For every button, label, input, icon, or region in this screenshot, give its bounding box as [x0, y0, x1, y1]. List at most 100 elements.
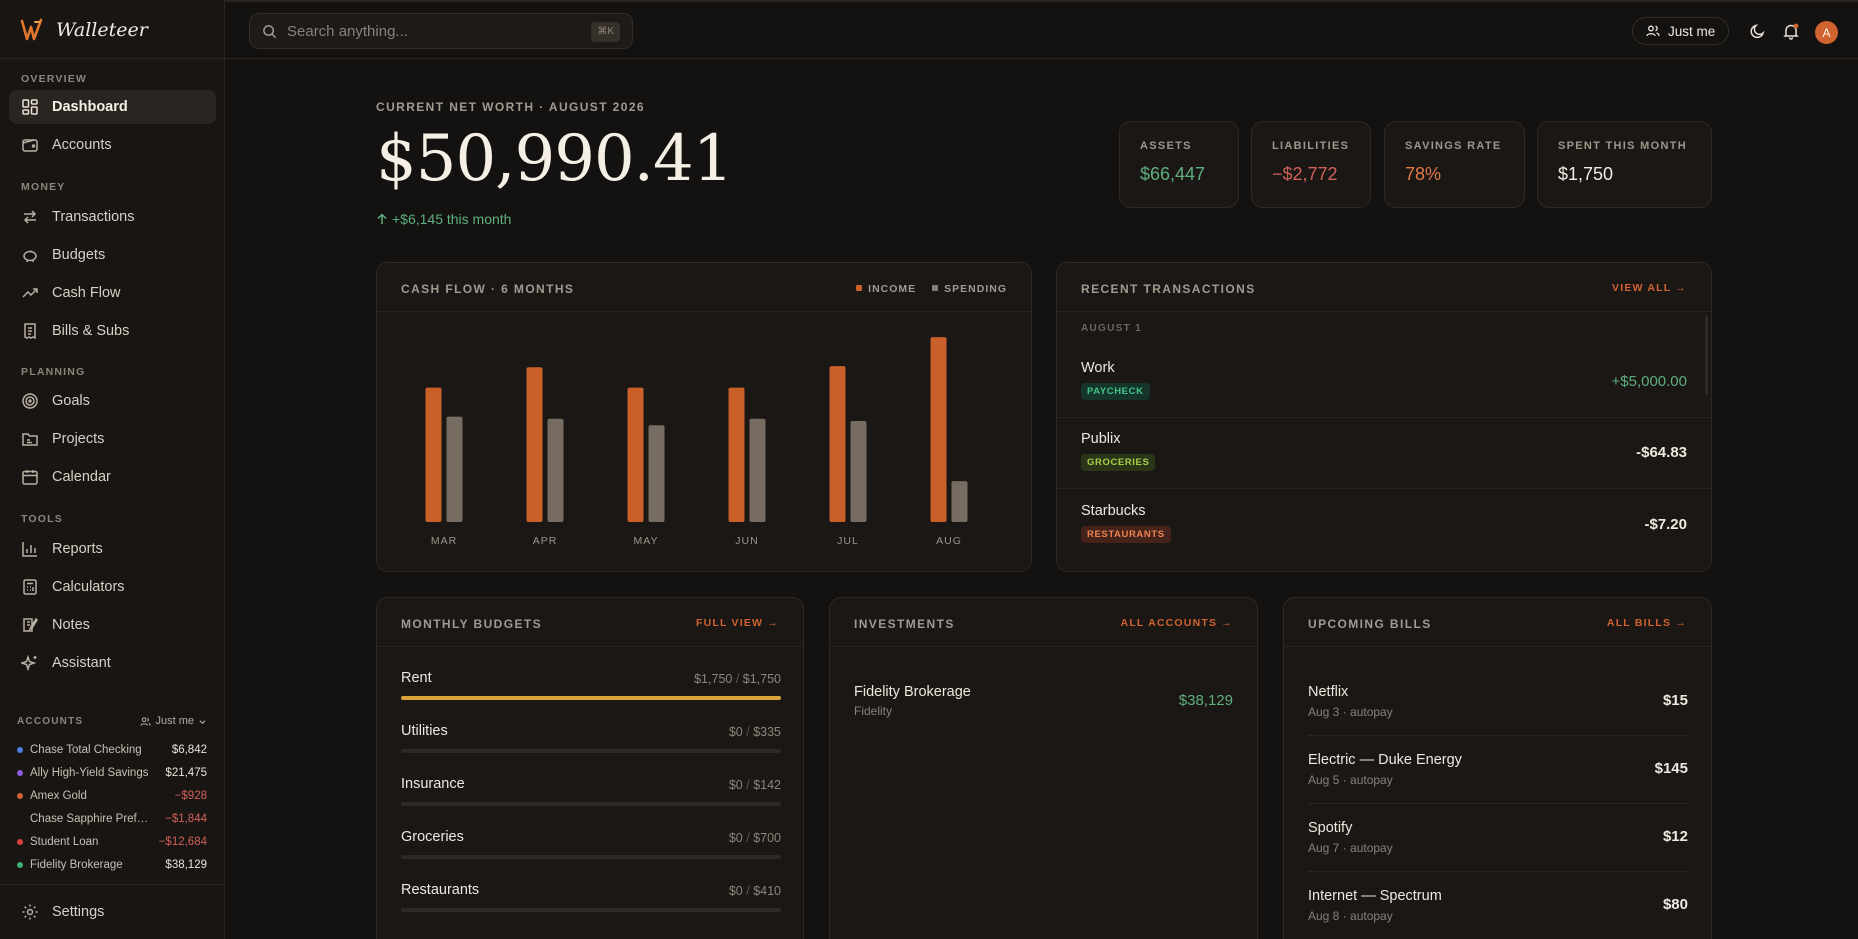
- all-bills-link[interactable]: ALL BILLS →: [1606, 617, 1687, 629]
- bar-spending-mar[interactable]: [446, 416, 463, 522]
- sidebar-item-goals[interactable]: Goals: [9, 384, 216, 418]
- card-title: UPCOMING BILLS: [1308, 617, 1432, 631]
- scope-selector[interactable]: Just me: [1632, 17, 1730, 45]
- budget-amounts: $0 / $142: [729, 778, 781, 792]
- users-icon: [140, 716, 152, 726]
- search-icon: [263, 24, 277, 38]
- sidebar-item-budgets[interactable]: Budgets: [9, 238, 216, 272]
- sidebar-item-projects[interactable]: Projects: [9, 422, 216, 456]
- net-worth-value: $50,990.41: [376, 122, 733, 196]
- bar-income-mar[interactable]: [425, 387, 442, 522]
- sidebar-item-label: Cash Flow: [52, 285, 121, 301]
- monthly-budgets-card: MONTHLY BUDGETS FULL VIEW → Rent $1,750 /…: [376, 597, 804, 939]
- bill-row[interactable]: Netflix Aug 3 · autopay $15: [1308, 668, 1688, 736]
- category-badge[interactable]: PAYCHECK: [1081, 383, 1150, 400]
- budget-progress-bar: [401, 855, 781, 859]
- bar-income-aug[interactable]: [930, 337, 947, 522]
- account-row[interactable]: Ally High-Yield Savings $21,475: [17, 764, 207, 782]
- bill-due-date: Aug 8 · autopay: [1308, 909, 1393, 923]
- budget-limit: $410: [753, 884, 781, 898]
- budget-progress-bar: [401, 908, 781, 912]
- account-row[interactable]: Chase Sapphire Prefe... −$1,844: [17, 810, 207, 828]
- bar-chart-icon: [22, 542, 37, 557]
- transaction-row[interactable]: Starbucks RESTAURANTS -$7.20: [1057, 490, 1711, 561]
- sidebar-item-notes[interactable]: Notes: [9, 608, 216, 642]
- bell-icon[interactable]: [1782, 22, 1800, 40]
- budget-progress-bar: [401, 749, 781, 753]
- bill-row[interactable]: Electric — Duke Energy Aug 5 · autopay $14…: [1308, 736, 1688, 804]
- sidebar-item-reports[interactable]: Reports: [9, 532, 216, 566]
- budget-progress-bar: [401, 802, 781, 806]
- investments-card: INVESTMENTS ALL ACCOUNTS → Fidelity Brok…: [829, 597, 1258, 939]
- bill-row[interactable]: Spotify Aug 7 · autopay $12: [1308, 804, 1688, 872]
- stat-label: SPENT THIS MONTH: [1558, 140, 1687, 152]
- full-view-link[interactable]: FULL VIEW →: [695, 617, 779, 629]
- budget-limit: $1,750: [742, 672, 781, 686]
- avatar[interactable]: A: [1815, 21, 1838, 44]
- transaction-row[interactable]: Publix GROCERIES -$64.83: [1057, 418, 1711, 489]
- sidebar-item-accounts[interactable]: Accounts: [9, 128, 216, 162]
- budget-limit: $700: [753, 831, 781, 845]
- budget-row[interactable]: Rent $1,750 / $1,750: [401, 670, 781, 700]
- budget-limit: $335: [753, 725, 781, 739]
- bar-spending-aug[interactable]: [951, 481, 968, 522]
- sidebar-item-transactions[interactable]: Transactions: [9, 200, 216, 234]
- sidebar-item-assistant[interactable]: Assistant: [9, 646, 216, 680]
- legend-spending: SPENDING: [932, 283, 1007, 295]
- budget-row[interactable]: Insurance $0 / $142: [401, 776, 781, 806]
- budget-limit: $142: [753, 778, 781, 792]
- target-icon: [22, 393, 38, 409]
- bar-income-jun[interactable]: [728, 387, 745, 522]
- category-badge[interactable]: GROCERIES: [1081, 454, 1156, 471]
- bill-name: Netflix: [1308, 684, 1349, 700]
- topbar: ⌘K Just me A: [225, 2, 1858, 59]
- sidebar-item-calendar[interactable]: Calendar: [9, 460, 216, 494]
- account-color-dot: [17, 839, 23, 845]
- all-accounts-link[interactable]: ALL ACCOUNTS →: [1120, 617, 1233, 629]
- account-row[interactable]: Chase Total Checking $6,842: [17, 741, 207, 759]
- account-name: Student Loan: [30, 836, 99, 848]
- sidebar-item-calculators[interactable]: Calculators: [9, 570, 216, 604]
- search-input[interactable]: [287, 22, 587, 40]
- budget-row[interactable]: Restaurants $0 / $410: [401, 882, 781, 912]
- card-header: INVESTMENTS ALL ACCOUNTS →: [830, 598, 1257, 647]
- search-bar[interactable]: ⌘K: [249, 13, 633, 49]
- transaction-amount: +$5,000.00: [1611, 373, 1688, 390]
- sidebar-item-dashboard[interactable]: Dashboard: [9, 90, 216, 124]
- recent-transactions-card: RECENT TRANSACTIONS VIEW ALL → AUGUST 1 …: [1056, 262, 1712, 572]
- sidebar-item-cash-flow[interactable]: Cash Flow: [9, 276, 216, 310]
- accounts-header: ACCOUNTS Just me: [17, 715, 207, 727]
- moon-icon[interactable]: [1749, 22, 1767, 40]
- sidebar-item-label: Calculators: [52, 579, 125, 595]
- bill-amount: $12: [1662, 828, 1688, 845]
- sidebar-item-label: Budgets: [52, 247, 106, 263]
- scrollbar[interactable]: [1705, 315, 1708, 395]
- sidebar-item-bills-subs[interactable]: Bills & Subs: [9, 314, 216, 348]
- accounts-filter[interactable]: Just me: [140, 715, 207, 727]
- sidebar-item-settings[interactable]: Settings: [9, 895, 216, 929]
- bar-spending-apr[interactable]: [547, 418, 564, 522]
- card-title: MONTHLY BUDGETS: [401, 617, 543, 631]
- budget-category: Insurance: [401, 776, 465, 792]
- bar-income-apr[interactable]: [526, 367, 543, 522]
- account-row[interactable]: Fidelity Brokerage $38,129: [17, 856, 207, 874]
- transaction-row[interactable]: Work PAYCHECK +$5,000.00: [1057, 347, 1711, 418]
- account-color-dot: [17, 747, 23, 753]
- budget-row[interactable]: Utilities $0 / $335: [401, 723, 781, 753]
- brand[interactable]: Walleteer: [20, 17, 148, 43]
- account-row[interactable]: Amex Gold −$928: [17, 787, 207, 805]
- bar-income-may[interactable]: [627, 387, 644, 522]
- sidebar-item-label: Assistant: [52, 655, 111, 671]
- bar-spending-jul[interactable]: [850, 420, 867, 522]
- category-badge[interactable]: RESTAURANTS: [1081, 526, 1171, 543]
- transaction-merchant: Work: [1081, 360, 1115, 376]
- bill-row[interactable]: Internet — Spectrum Aug 8 · autopay $80: [1308, 872, 1688, 939]
- view-all-link[interactable]: VIEW ALL →: [1612, 282, 1687, 294]
- bar-spending-may[interactable]: [648, 425, 665, 522]
- bar-spending-jun[interactable]: [749, 418, 766, 522]
- budget-row[interactable]: Groceries $0 / $700: [401, 829, 781, 859]
- bar-income-jul[interactable]: [829, 366, 846, 522]
- receipt-icon: [24, 323, 36, 340]
- account-row[interactable]: Student Loan −$12,684: [17, 833, 207, 851]
- stat-value: $66,447: [1140, 164, 1206, 184]
